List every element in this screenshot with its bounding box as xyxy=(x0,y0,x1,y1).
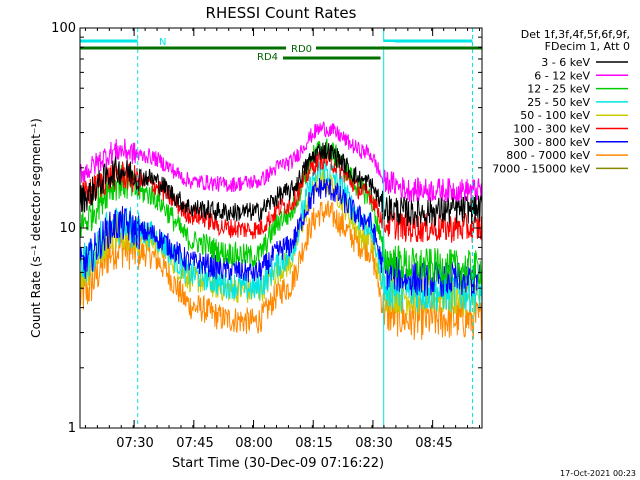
xtick-label-0745: 07:45 xyxy=(176,436,213,451)
series-line-300-to-800keV xyxy=(79,177,483,297)
xtick-label-0845: 08:45 xyxy=(415,436,452,451)
legend-label: 12 - 25 keV xyxy=(527,83,590,96)
decimation-label-bg xyxy=(286,42,316,54)
ytick-label-100: 100 xyxy=(51,21,76,36)
series-layer xyxy=(79,121,483,341)
decimation-label-rd0: RD0 xyxy=(291,44,312,55)
legend-label: 50 - 100 keV xyxy=(520,109,590,122)
series-line-12-to-25keV xyxy=(79,138,483,286)
plot-timestamp: 17-Oct-2021 00:23 xyxy=(560,469,636,478)
series-line-6-to-12keV xyxy=(79,121,483,202)
xtick-label-0830: 08:30 xyxy=(355,436,392,451)
legend-header-line-2: FDecim 1, Att 0 xyxy=(545,40,630,53)
decimation-label-rd4: RD4 xyxy=(257,52,278,63)
legend-label: 300 - 800 keV xyxy=(513,136,590,149)
legend-label: 7000 - 15000 keV xyxy=(492,162,590,175)
legend-label: 3 - 6 keV xyxy=(541,56,590,69)
y-axis-ticks xyxy=(80,27,482,429)
attenuator-state-label: N xyxy=(159,37,166,48)
xtick-label-0730: 07:30 xyxy=(116,436,153,451)
legend-label: 25 - 50 keV xyxy=(527,96,590,109)
legend-header-line-1: Det 1f,3f,4f,5f,6f,9f, xyxy=(521,28,630,41)
series-line-800-to-7000keV xyxy=(79,200,483,341)
x-axis-label: Start Time (30-Dec-09 07:16:22) xyxy=(172,456,384,471)
chart-title: RHESSI Count Rates xyxy=(206,4,357,22)
legend-label: 100 - 300 keV xyxy=(513,123,590,136)
legend-label: 6 - 12 keV xyxy=(534,69,590,82)
x-axis-ticks xyxy=(84,28,480,428)
decimation-gap xyxy=(383,42,395,46)
y-axis-label: Count Rate (s⁻¹ detector segment⁻¹) xyxy=(29,118,43,338)
ytick-label-1: 1 xyxy=(68,421,76,436)
legend-label: 800 - 7000 keV xyxy=(506,149,590,162)
ytick-label-10: 10 xyxy=(59,221,76,236)
series-line-3-to-6keV xyxy=(79,142,483,228)
xtick-label-0800: 08:00 xyxy=(235,436,272,451)
xtick-label-0815: 08:15 xyxy=(295,436,332,451)
